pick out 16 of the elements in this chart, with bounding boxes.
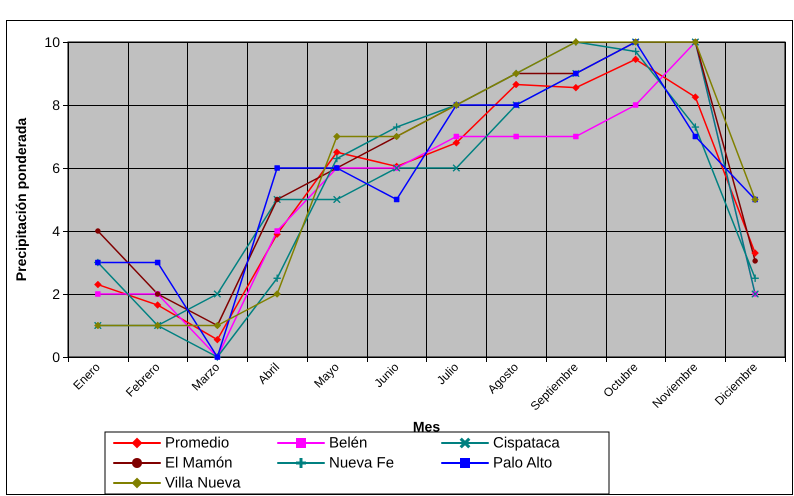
legend-label: Promedio: [165, 434, 230, 452]
legend-label: Nueva Fe: [329, 454, 394, 472]
y-axis-title: Precipitación ponderada: [13, 118, 29, 282]
legend-label: Belén: [329, 434, 368, 452]
y-tick-label: 8: [52, 97, 60, 113]
y-tick-label: 2: [52, 286, 60, 302]
legend-label: El Mamón: [165, 454, 233, 472]
y-tick-label: 6: [52, 160, 60, 176]
legend-label: Villa Nueva: [165, 474, 242, 492]
legend-label: Palo Alto: [493, 454, 552, 472]
y-tick-label: 0: [52, 349, 60, 365]
x-tick-label: Julio: [434, 360, 462, 388]
y-tick-label: 10: [44, 34, 60, 50]
x-axis-title: Mes: [412, 418, 440, 435]
y-tick-label: 4: [52, 223, 60, 239]
legend-label: Cispataca: [493, 434, 560, 452]
